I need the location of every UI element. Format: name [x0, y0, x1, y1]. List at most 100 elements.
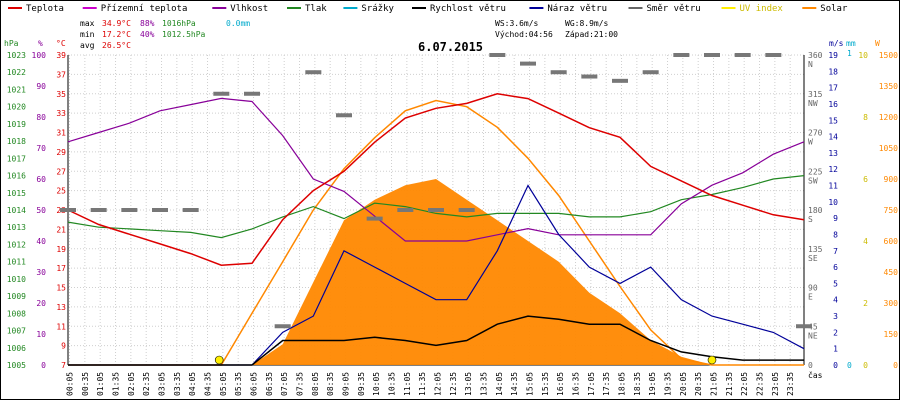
wind-direction-point — [520, 61, 536, 66]
wind-direction-point — [673, 53, 690, 57]
w-tick-label: 900 — [884, 175, 899, 184]
w-tick-label: 1500 — [879, 51, 898, 60]
wind-direction-point — [274, 324, 291, 329]
celsius-tick-label: 19 — [56, 245, 66, 254]
stats-min-label: min — [80, 30, 95, 39]
solar-area — [68, 179, 804, 365]
x-tick-label: 08:05 — [311, 372, 320, 396]
percent-tick-label: 50 — [36, 206, 46, 215]
w-tick-label: 0 — [893, 361, 898, 370]
ms-tick-label: 2 — [833, 328, 838, 337]
sunrise-marker — [214, 355, 224, 365]
wind-direction-point — [642, 70, 659, 75]
stats-min-temp: 17.2°C — [102, 30, 131, 39]
sunset-marker — [707, 355, 717, 365]
direction-compass-label: W — [808, 138, 813, 147]
wind-direction-point — [458, 208, 475, 212]
hpa-tick-label: 1023 — [7, 51, 26, 60]
direction-tick-label: 90 — [808, 284, 818, 293]
legend-label: UV index — [740, 4, 784, 14]
x-tick-label: 07:05 — [280, 372, 289, 396]
stats-max-humidity: 88% — [140, 19, 155, 28]
percent-tick-label: 70 — [36, 144, 46, 153]
ms-tick-label: 10 — [828, 198, 838, 207]
hpa-tick-label: 1011 — [7, 258, 26, 267]
uv-tick-label: 2 — [863, 299, 868, 308]
celsius-tick-label: 7 — [61, 361, 66, 370]
celsius-tick-label: 29 — [56, 148, 66, 157]
wind-direction-point — [765, 53, 782, 57]
legend-label: Tlak — [305, 4, 327, 14]
stats-max-rain: 0.0mm — [226, 19, 250, 28]
x-tick-label: 03:35 — [173, 372, 182, 396]
ms-tick-label: 17 — [828, 84, 838, 93]
hpa-tick-label: 1016 — [7, 172, 26, 181]
wind-direction-point — [734, 53, 751, 57]
x-tick-label: 11:35 — [418, 372, 427, 396]
uv-tick-label: 6 — [863, 175, 868, 184]
w-tick-label: 1050 — [879, 144, 898, 153]
direction-tick-label: 225 — [808, 167, 823, 176]
percent-tick-label: 10 — [36, 330, 46, 339]
hpa-tick-label: 1018 — [7, 137, 26, 146]
ms-tick-label: 1 — [833, 345, 838, 354]
mm-unit: mm — [846, 39, 856, 48]
wind-direction-point — [336, 113, 352, 118]
celsius-tick-label: 37 — [56, 70, 66, 79]
legend-label: Solar — [820, 4, 848, 14]
w-tick-label: 150 — [884, 330, 899, 339]
celsius-tick-label: 21 — [56, 225, 66, 234]
x-tick-label: 20:35 — [694, 372, 703, 396]
celsius-unit: °C — [56, 39, 66, 48]
w-tick-label: 300 — [884, 299, 899, 308]
w-tick-label: 1200 — [879, 113, 898, 122]
direction-compass-label: NW — [808, 99, 818, 108]
x-tick-label: 18:05 — [618, 372, 627, 396]
direction-tick-label: 180 — [808, 206, 823, 215]
w-tick-label: 450 — [884, 268, 899, 277]
x-tick-label: 15:35 — [541, 372, 550, 396]
stats-sunrise: Východ:04:56 — [495, 30, 553, 39]
hpa-tick-label: 1009 — [7, 292, 26, 301]
wind-direction-point — [121, 208, 138, 212]
percent-tick-label: 20 — [36, 299, 46, 308]
x-tick-label: 08:35 — [326, 372, 335, 396]
wind-direction-point — [550, 70, 567, 75]
direction-compass-label: N — [808, 60, 813, 69]
hpa-tick-label: 1014 — [7, 206, 26, 215]
chart-title: 6.07.2015 — [418, 40, 483, 54]
stats-wind-speed: WS:3.6m/s — [495, 19, 539, 28]
hpa-tick-label: 1007 — [7, 327, 26, 336]
ms-tick-label: 5 — [833, 279, 838, 288]
percent-unit: % — [38, 39, 43, 48]
stats-sunset: Západ:21:00 — [565, 30, 618, 39]
legend-label: Náraz větru — [547, 4, 607, 14]
x-tick-label: 10:05 — [372, 372, 381, 396]
stats-max-temp: 34.9°C — [102, 19, 131, 28]
ms-tick-label: 3 — [833, 312, 838, 321]
legend-label: Vlhkost — [230, 4, 268, 14]
ms-tick-label: 19 — [828, 51, 838, 60]
stats-avg-label: avg — [80, 41, 95, 50]
wind-direction-point — [213, 91, 230, 96]
wind-speed-line — [68, 315, 804, 366]
ms-tick-label: 18 — [828, 67, 838, 76]
wind-direction-point — [489, 53, 506, 57]
x-tick-label: 14:05 — [495, 372, 504, 396]
x-tick-label: 10:35 — [388, 372, 397, 396]
wind-direction-point — [796, 324, 812, 329]
celsius-tick-label: 27 — [56, 167, 66, 176]
x-tick-label: 21:05 — [710, 372, 719, 396]
direction-compass-label: S — [808, 215, 813, 224]
x-tick-label: 17:35 — [602, 372, 611, 396]
ms-tick-label: 12 — [828, 165, 838, 174]
x-tick-label: 20:05 — [679, 372, 688, 396]
hpa-unit: hPa — [4, 39, 19, 48]
percent-tick-label: 90 — [36, 82, 46, 91]
direction-compass-label: SW — [808, 176, 818, 185]
legend-label: Teplota — [26, 4, 64, 14]
direction-tick-label: 360 — [808, 51, 823, 60]
hpa-tick-label: 1015 — [7, 189, 26, 198]
direction-tick-label: 45 — [808, 322, 818, 331]
